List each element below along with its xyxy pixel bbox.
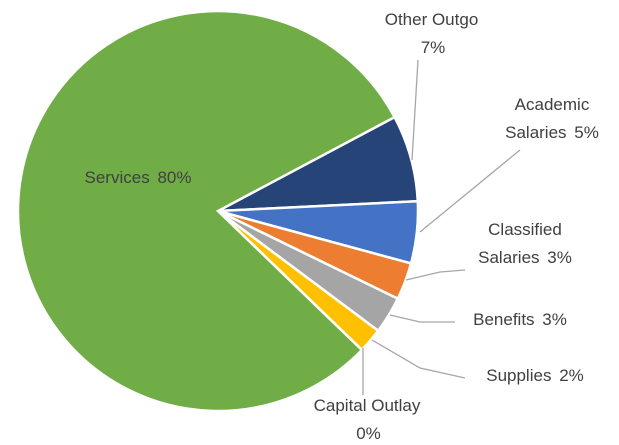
leader-line xyxy=(405,269,466,281)
category-name: Capital Outlay xyxy=(313,396,421,415)
data-label: Academic Salaries 5% xyxy=(487,91,617,147)
leader-line xyxy=(371,339,466,379)
value-label: 3% xyxy=(547,248,572,267)
pie-slice xyxy=(16,9,397,413)
category-name: Benefits xyxy=(473,310,535,329)
value-label: 80% xyxy=(157,168,192,187)
leader-line xyxy=(389,314,455,323)
value-label: 5% xyxy=(574,123,599,142)
data-label: Classified Salaries 3% xyxy=(460,216,590,272)
value-label: 3% xyxy=(542,310,567,329)
data-label: Other Outgo 7% xyxy=(379,6,484,62)
value-label: 2% xyxy=(559,366,584,385)
category-name: Other Outgo xyxy=(384,10,479,29)
leader-line xyxy=(411,59,419,161)
data-label: Capital Outlay 0% xyxy=(307,392,427,445)
data-label: Supplies 2% xyxy=(455,362,615,390)
value-label: 7% xyxy=(420,38,446,57)
category-name: Services xyxy=(84,168,150,187)
category-name: Academic Salaries xyxy=(505,95,590,142)
value-label: 0% xyxy=(356,424,381,443)
category-name: Supplies xyxy=(486,366,552,385)
data-label: Benefits 3% xyxy=(440,306,600,334)
category-name: Classified Salaries xyxy=(478,220,562,267)
leader-line xyxy=(419,149,521,233)
data-label: Services 80% xyxy=(58,164,218,192)
